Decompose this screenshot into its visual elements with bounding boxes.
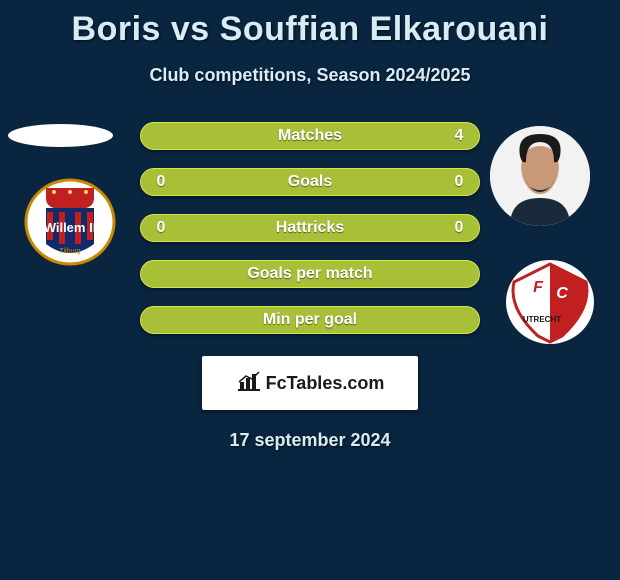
stat-left-value: 0: [155, 219, 167, 237]
stat-label: Goals: [288, 173, 332, 191]
svg-text:Tilburg: Tilburg: [59, 248, 80, 255]
player-right-avatar: [490, 126, 590, 226]
stat-right-value: 0: [453, 173, 465, 191]
stat-label: Goals per match: [247, 265, 372, 283]
stat-row-matches: Matches 4: [140, 122, 480, 150]
player-left-avatar: [8, 124, 113, 147]
stat-right-value: 0: [453, 219, 465, 237]
stat-row-hattricks: 0 Hattricks 0: [140, 214, 480, 242]
page-subtitle: Club competitions, Season 2024/2025: [0, 65, 620, 86]
stat-row-min-per-goal: Min per goal: [140, 306, 480, 334]
stat-label: Matches: [278, 127, 342, 145]
stat-row-goals: 0 Goals 0: [140, 168, 480, 196]
club-right-crest: F C UTRECHT: [500, 258, 600, 346]
chart-icon: [236, 370, 262, 397]
club-left-crest: Willem II Tilburg: [20, 178, 120, 266]
brand-badge: FcTables.com: [202, 356, 418, 410]
stat-label: Hattricks: [276, 219, 344, 237]
stat-label: Min per goal: [263, 311, 357, 329]
date-text: 17 september 2024: [0, 430, 620, 451]
stat-left-value: 0: [155, 173, 167, 191]
stat-right-value: 4: [453, 127, 465, 145]
svg-text:F: F: [533, 279, 544, 296]
svg-text:Willem II: Willem II: [44, 220, 97, 235]
stat-row-goals-per-match: Goals per match: [140, 260, 480, 288]
svg-text:UTRECHT: UTRECHT: [523, 315, 561, 324]
svg-text:C: C: [556, 285, 568, 302]
brand-text: FcTables.com: [266, 373, 385, 394]
page-title: Boris vs Souffian Elkarouani: [0, 0, 620, 49]
